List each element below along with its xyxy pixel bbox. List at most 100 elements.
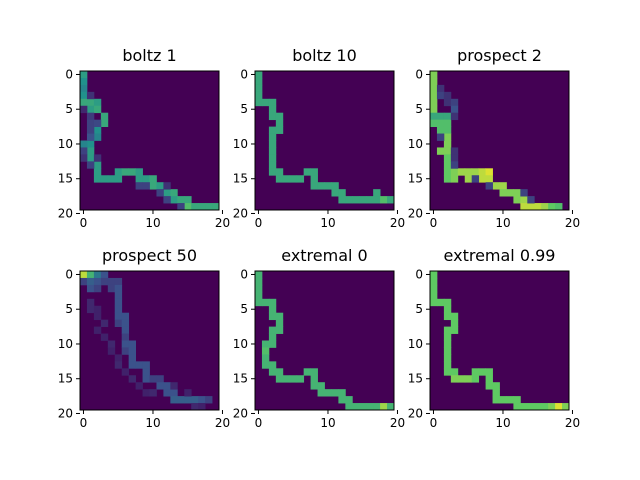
heatmap-cell (289, 375, 298, 383)
heatmap-cell (261, 98, 270, 107)
heatmap-cell (135, 361, 143, 369)
heatmap-cell (310, 175, 318, 183)
heatmap-cell (86, 119, 95, 127)
heatmap-cell (177, 203, 185, 211)
heatmap-cell (121, 168, 130, 176)
heatmap-cell (471, 375, 480, 383)
heatmap-cell (268, 333, 277, 341)
heatmap-cell (268, 361, 277, 369)
heatmap-cell (86, 98, 95, 107)
panel-title: prospect 50 (102, 246, 197, 265)
heatmap-cell (548, 403, 556, 411)
heatmap-cell (156, 375, 164, 383)
heatmap-cell (121, 326, 130, 334)
heatmap-cell (121, 340, 130, 348)
heatmap-cell (80, 147, 88, 155)
heatmap-cell (255, 91, 263, 100)
x-tick-label: 10 (145, 216, 160, 230)
heatmap-cell (324, 182, 332, 190)
heatmap-cell (520, 189, 528, 197)
heatmap-cell (156, 382, 164, 390)
heatmap-cell (485, 368, 493, 376)
heatmap-cell (443, 305, 452, 314)
heatmap-cell (100, 112, 109, 121)
x-tick-label: 0 (430, 416, 438, 430)
heatmap-cell (450, 154, 459, 162)
heatmap-cell (289, 175, 298, 183)
heatmap-cell (430, 105, 438, 114)
heatmap-cell (121, 312, 130, 321)
heatmap-cell (93, 119, 102, 127)
heatmap-cell (450, 112, 459, 121)
heatmap-cell (268, 305, 277, 314)
y-tick-label: 0 (415, 67, 423, 81)
heatmap-cell (506, 189, 514, 197)
heatmap-cell (93, 175, 102, 183)
heatmap-cell (450, 375, 459, 383)
heatmap-cell (485, 375, 493, 383)
heatmap-cell (114, 319, 123, 327)
heatmap-cell (436, 298, 445, 307)
heatmap-cell (114, 175, 123, 183)
heatmap-cell (443, 326, 452, 334)
heatmap-cell (457, 375, 466, 383)
heatmap-cell (527, 196, 535, 204)
heatmap-cell (93, 326, 102, 334)
heatmap-cell (430, 271, 438, 279)
heatmap-cell (142, 175, 150, 183)
heatmap-cell (338, 189, 346, 197)
heatmap-cell (163, 389, 171, 397)
y-tick-label: 5 (65, 302, 73, 316)
heatmap-cell (373, 189, 381, 197)
heatmap-cell (100, 333, 109, 341)
y-tick-label: 15 (408, 372, 423, 386)
heatmap-cell (184, 396, 192, 404)
heatmap-cell (520, 203, 528, 211)
heatmap-cell (93, 133, 102, 141)
y-tick-label: 20 (58, 206, 73, 220)
heatmap-cell (255, 84, 263, 93)
heatmap-cell (107, 347, 116, 355)
heatmap-cell (205, 203, 213, 211)
heatmap-cell (135, 182, 143, 190)
heatmap-cell (443, 368, 452, 376)
y-tick-label: 5 (415, 102, 423, 116)
heatmap-cell (100, 271, 109, 279)
heatmap-cell (261, 340, 270, 348)
heatmap-cell (80, 154, 88, 162)
heatmap-cell (373, 403, 381, 411)
heatmap-cell (170, 382, 178, 390)
y-tick-label: 20 (408, 406, 423, 420)
heatmap-cell (499, 396, 507, 404)
heatmap-panel: extremal 0.99 0 10 20 0 5 10 15 20 (408, 246, 580, 430)
heatmap-cell (513, 196, 521, 204)
heatmap-cell (443, 147, 452, 155)
heatmap-cell (205, 396, 213, 404)
heatmap-cell (268, 112, 277, 121)
heatmap-cell (268, 326, 277, 334)
heatmap-cell (261, 298, 270, 307)
heatmap-cell (268, 140, 277, 148)
heatmap-cell (80, 98, 88, 107)
heatmap-cell (443, 140, 452, 148)
heatmap-cell (149, 389, 157, 397)
heatmap-cell (142, 182, 150, 190)
heatmap-cell (443, 312, 452, 321)
heatmap-cell (471, 168, 480, 176)
heatmap-cell (275, 375, 284, 383)
heatmap-cell (268, 368, 277, 376)
heatmap-cell (268, 133, 277, 141)
heatmap-cell (163, 196, 171, 204)
heatmap-cell (86, 161, 95, 169)
heatmap-cell (275, 112, 284, 121)
heatmap-cell (156, 189, 164, 197)
heatmap-cell (177, 196, 185, 204)
heatmap-cell (80, 71, 88, 79)
heatmap-cell (443, 98, 452, 107)
heatmap-cell (485, 382, 493, 390)
y-tick-label: 15 (58, 372, 73, 386)
heatmap-cell (310, 368, 318, 376)
heatmap-cell (93, 277, 102, 286)
heatmap-cell (107, 340, 116, 348)
